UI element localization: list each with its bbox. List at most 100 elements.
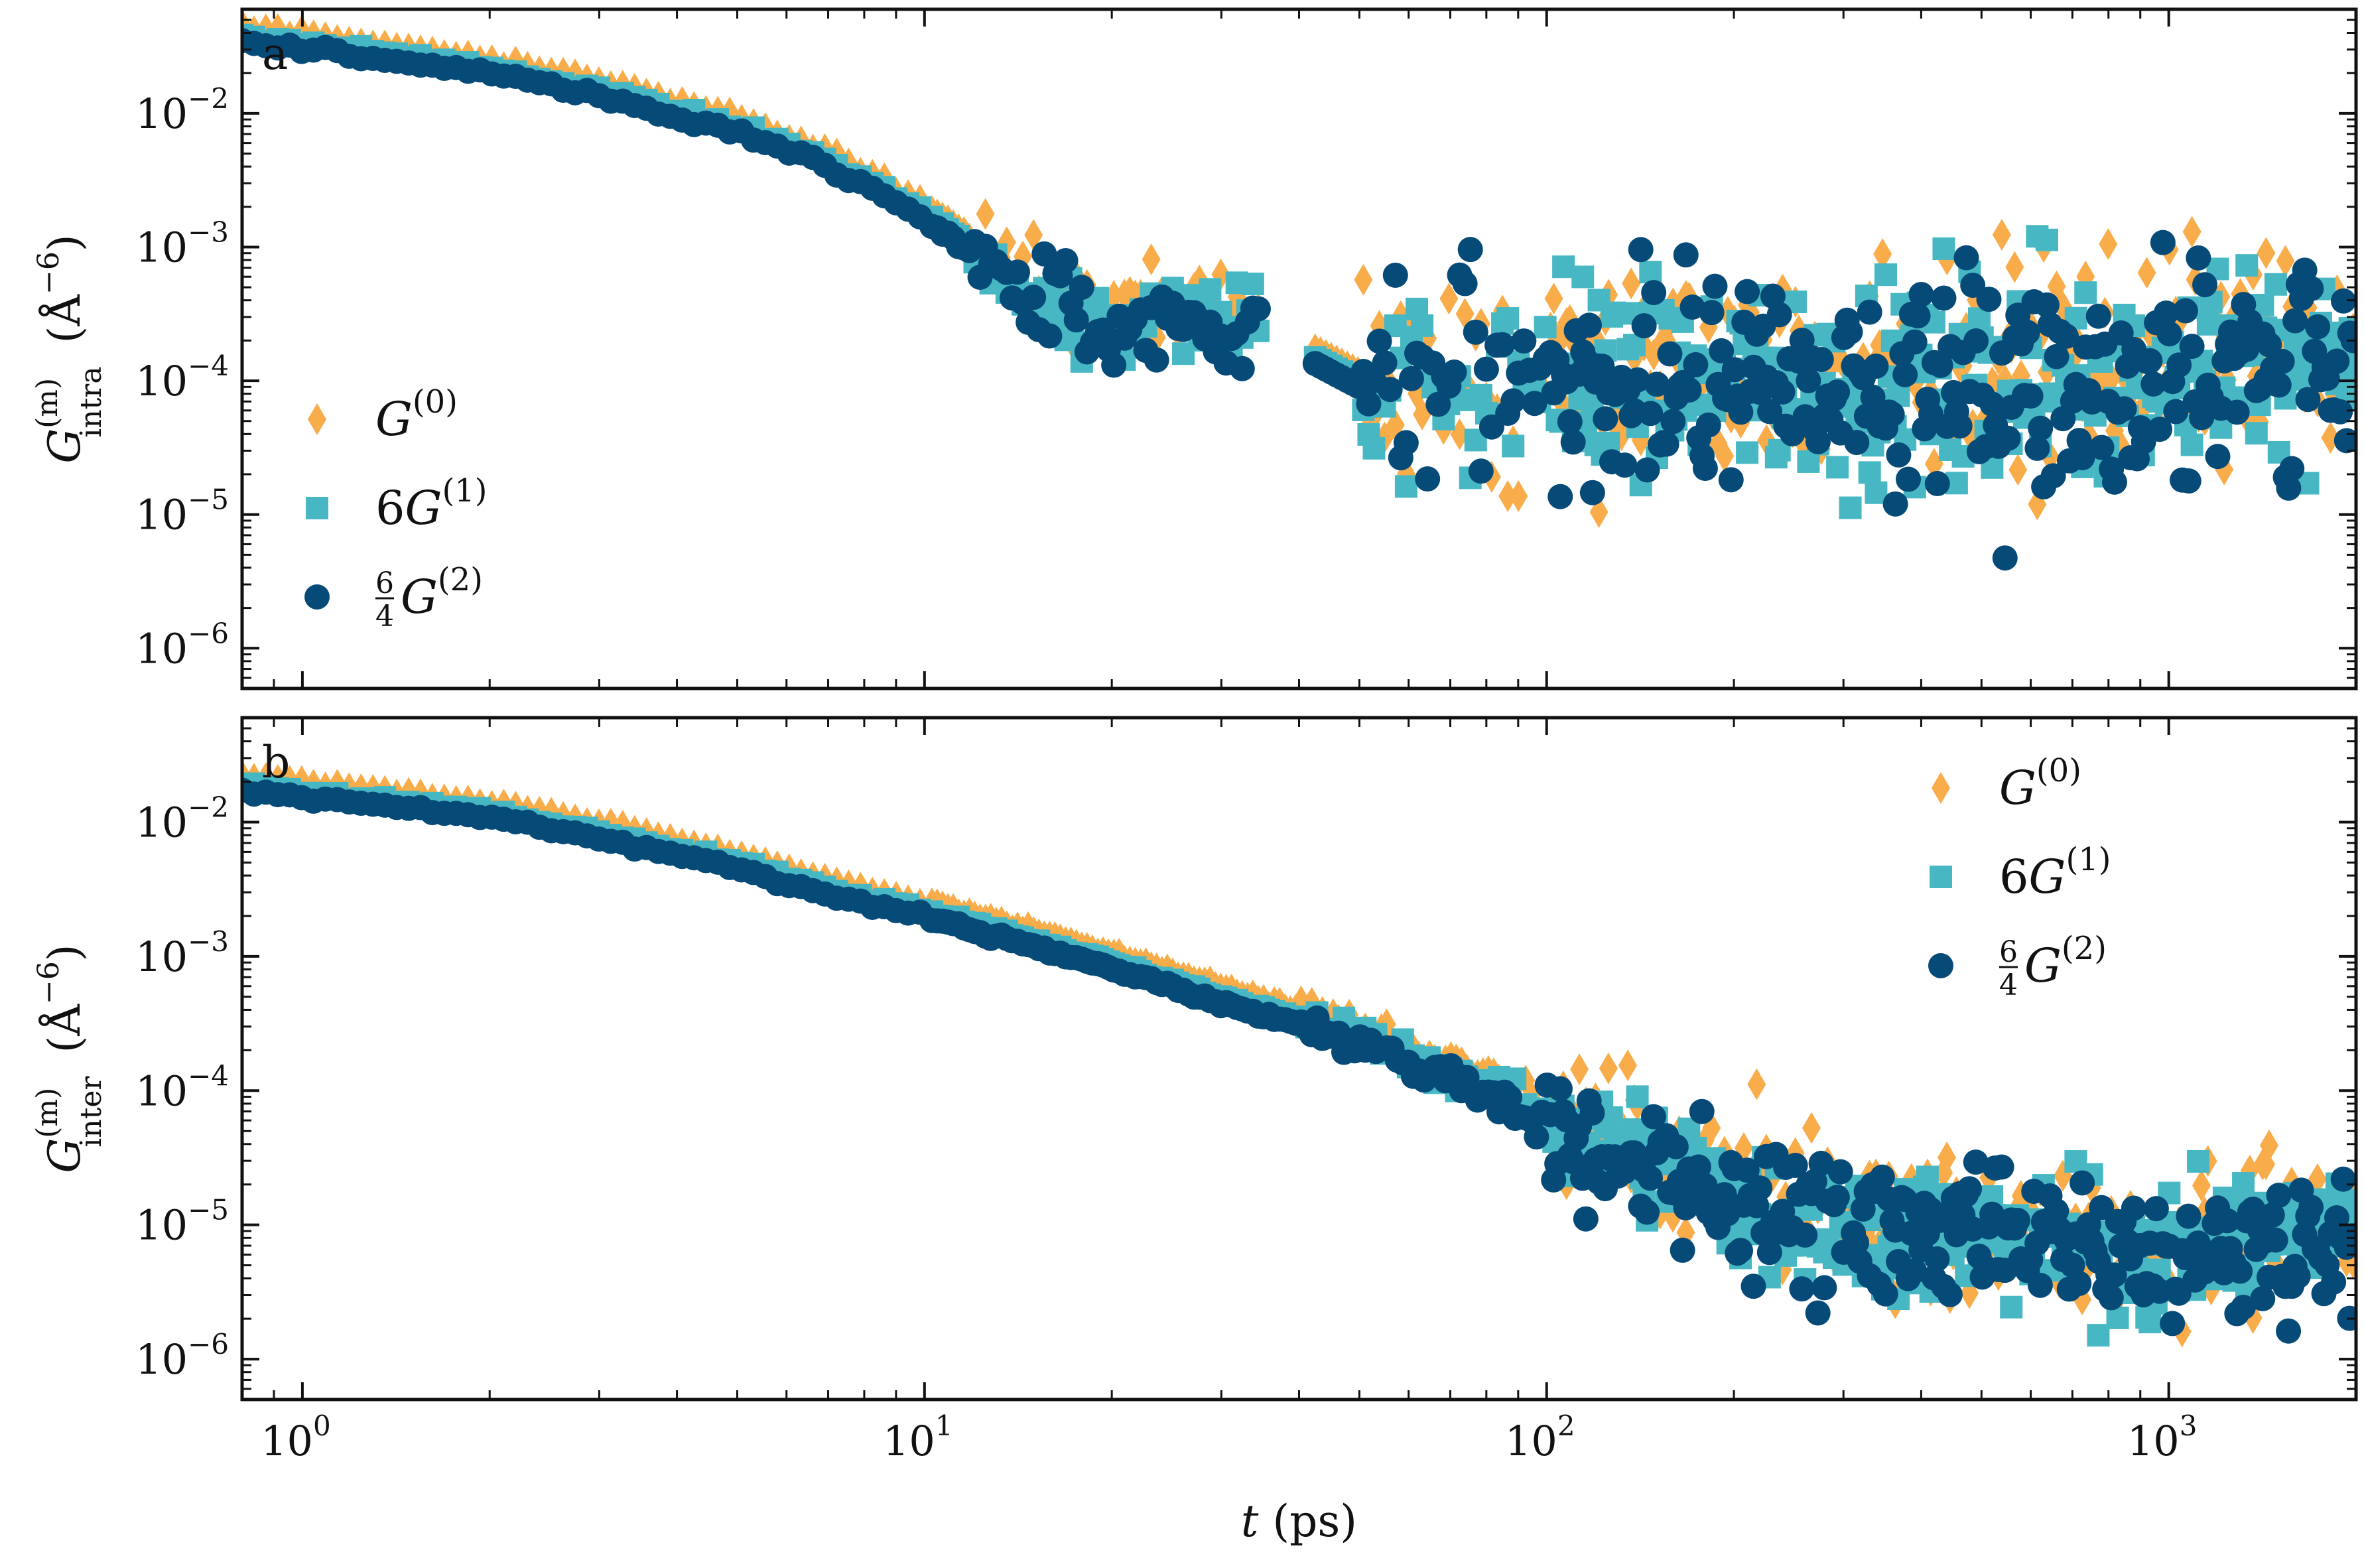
data-point [2101,469,2127,495]
data-point [1721,357,1747,383]
data-point [1021,285,1047,310]
data-point [1634,1199,1660,1225]
data-point [1802,1112,1821,1144]
panel-letter: b [262,737,290,788]
data-point [2257,237,2276,269]
data-point [1069,275,1094,300]
data-point [1509,480,1528,513]
data-point [1670,1237,1695,1263]
y-ticks: 10−2 10−3 10−4 10−5 10−6 [135,727,2356,1390]
data-point [2259,1202,2285,1228]
data-point [1415,466,1441,492]
data-point [1715,440,1735,472]
data-point [1916,1165,1939,1189]
data-point [1879,401,1905,427]
data-point [1989,1154,2014,1180]
x-ticks [241,718,2357,1400]
data-point [1638,401,1664,426]
legend-label: G(2) [401,561,483,624]
data-point [2340,1223,2356,1249]
plot-area [242,760,2356,1348]
data-point [1372,350,1398,376]
data-point [1468,458,1494,484]
legend-frac-num: 6 [1999,935,2018,969]
data-point [1663,1134,1689,1159]
data-point [1858,461,1881,484]
data-point [1673,242,1699,268]
data-point [2054,323,2079,349]
data-point [1497,1084,1523,1110]
data-point [2121,1195,2146,1221]
data-point [2137,348,2163,373]
data-point [2044,1198,2069,1224]
y-tick-label: 10−2 [135,82,229,138]
data-point [2259,1129,2278,1161]
legend-label: 6G(1) [1999,841,2111,904]
data-point [2235,254,2259,277]
data-point [1932,237,1955,260]
data-point [2087,1324,2110,1347]
data-point [1770,379,1796,405]
y-ticks: 10−2 10−3 10−4 10−5 10−6 [135,19,2356,679]
x-axis-label: t (ps) [1241,1496,1357,1547]
data-point [1928,352,1953,378]
data-point [2000,1295,2023,1319]
data-point [1425,391,1451,417]
data-point [1500,388,1526,414]
data-point [1692,456,1718,482]
data-point [1622,267,1641,300]
data-point [1872,1281,1898,1307]
data-point [2232,1171,2255,1195]
legend-marker [308,403,326,435]
data-point [1902,329,1928,355]
data-point [2245,422,2268,445]
data-point [1826,456,1849,479]
y-tick-label: 10−5 [135,1194,229,1250]
data-point [1496,307,1520,330]
data-point [1728,399,1754,425]
data-point [1634,457,1660,483]
data-point [1796,367,1821,393]
data-point [1824,1185,1850,1210]
data-point [1860,384,1886,410]
y-tick-label: 10−4 [135,350,229,405]
series-2 [242,777,2356,1344]
data-point [1393,430,1419,456]
data-point [1702,273,1728,299]
data-point [2014,320,2040,346]
data-point [1101,352,1127,378]
legend-marker [304,584,330,610]
legend-marker [1932,772,1950,804]
data-point [1573,1206,1599,1232]
y-axis-label: G(m) inter (Å−6) [31,945,108,1173]
data-point [1805,1300,1831,1326]
data-point [1522,391,1547,417]
data-point [2269,348,2295,374]
data-point [2166,352,2192,378]
data-point [2005,251,2024,283]
data-point [2156,321,2182,347]
data-point [1382,262,1408,288]
data-point [1544,283,1563,315]
data-point [2276,1318,2302,1344]
data-point [1631,313,1657,339]
y-tick-label: 10−6 [135,1328,229,1384]
y-tick-label: 10−3 [135,216,229,271]
y-tick-label: 10−4 [135,1059,229,1115]
data-point [1576,312,1602,338]
data-point [1241,273,1264,296]
data-point [1886,442,1912,468]
data-point [1683,352,1709,377]
data-point [1490,332,1516,358]
data-point [1844,430,1870,456]
series-2 [242,28,2356,571]
x-tick-label: 101 [883,1409,953,1465]
data-point [2172,298,2198,324]
data-point [2192,272,2218,298]
data-point [1896,466,1922,492]
data-point [1552,255,1575,279]
data-point [2085,303,2111,329]
data-point [1612,452,1638,478]
data-point [1979,391,2005,417]
data-point [1976,287,2002,312]
